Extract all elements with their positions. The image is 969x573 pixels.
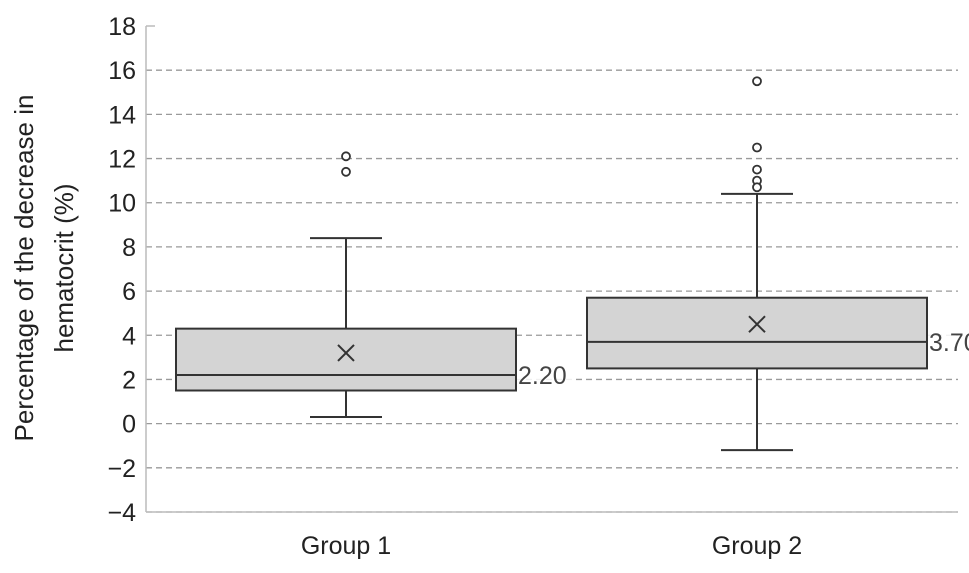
outlier-point xyxy=(752,182,762,193)
y-tick-label: 0 xyxy=(122,411,136,439)
y-tick-label: 12 xyxy=(108,146,136,174)
boxes: 2.20 3.70 xyxy=(175,76,969,452)
outlier-point xyxy=(752,164,762,175)
median-label-background xyxy=(928,329,969,354)
mean-marker-stroke-b xyxy=(337,344,355,362)
outlier-point xyxy=(341,166,351,177)
box-2 xyxy=(586,296,928,370)
y-tick-label: 10 xyxy=(108,190,136,218)
mean-marker-stroke-b xyxy=(748,315,766,333)
y-tick-label: 2 xyxy=(122,366,136,394)
gridlines xyxy=(145,25,958,513)
y-axis-label-line-1: Percentage of the decrease in xyxy=(9,95,39,442)
median-data-label: 3.70 xyxy=(929,329,969,357)
outlier-point xyxy=(341,151,351,162)
y-tick-label: 6 xyxy=(122,278,136,306)
y-tick-label: −4 xyxy=(107,499,136,527)
x-tick-label: Group 2 xyxy=(712,532,802,560)
y-axis-ticks: −4 −2 0 2 4 6 8 10 12 14 16 18 xyxy=(107,13,136,527)
y-tick-label: 16 xyxy=(108,57,136,85)
y-tick-label: 8 xyxy=(122,234,136,262)
median-label-background xyxy=(517,363,575,388)
x-tick-label: Group 1 xyxy=(301,532,391,560)
y-axis-label-line-2: hematocrit (%) xyxy=(49,183,79,352)
y-tick-label: −2 xyxy=(107,455,136,483)
y-tick-label: 18 xyxy=(108,13,136,41)
y-tick-label: 4 xyxy=(122,322,136,350)
x-axis-ticks: Group 1 Group 2 xyxy=(301,532,802,560)
y-tick-label: 14 xyxy=(108,101,136,129)
box-1 xyxy=(175,327,517,392)
outlier-point xyxy=(752,142,762,153)
outlier-point xyxy=(752,76,762,87)
median-data-label: 2.20 xyxy=(518,362,567,390)
